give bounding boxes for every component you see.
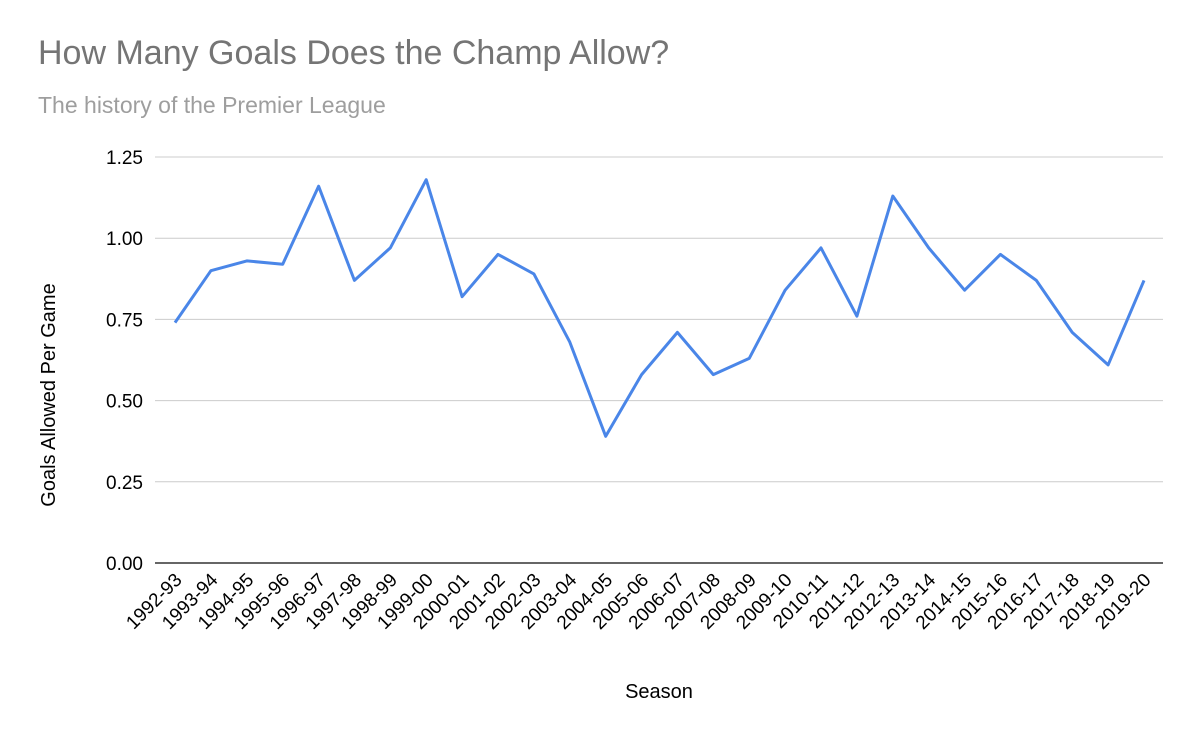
y-tick-label: 1.25 [106,148,143,169]
y-tick-label: 1.00 [106,229,143,250]
x-axis-label: Season [625,681,693,703]
y-tick-labels: 0.00 0.25 0.50 0.75 1.00 1.25 [106,148,143,575]
y-tick-label: 0.75 [106,310,143,331]
y-axis-label: Goals Allowed Per Game [38,283,60,506]
y-tick-label: 0.00 [106,554,143,575]
chart-subtitle: The history of the Premier League [38,92,386,118]
y-tick-label: 0.50 [106,392,143,413]
chart-title: How Many Goals Does the Champ Allow? [38,34,670,72]
series-line [173,178,1146,438]
y-tick-label: 0.25 [106,473,143,494]
gridlines [155,156,1163,483]
x-tick-labels: 1992-931993-941994-951995-961996-971997-… [122,569,1155,633]
